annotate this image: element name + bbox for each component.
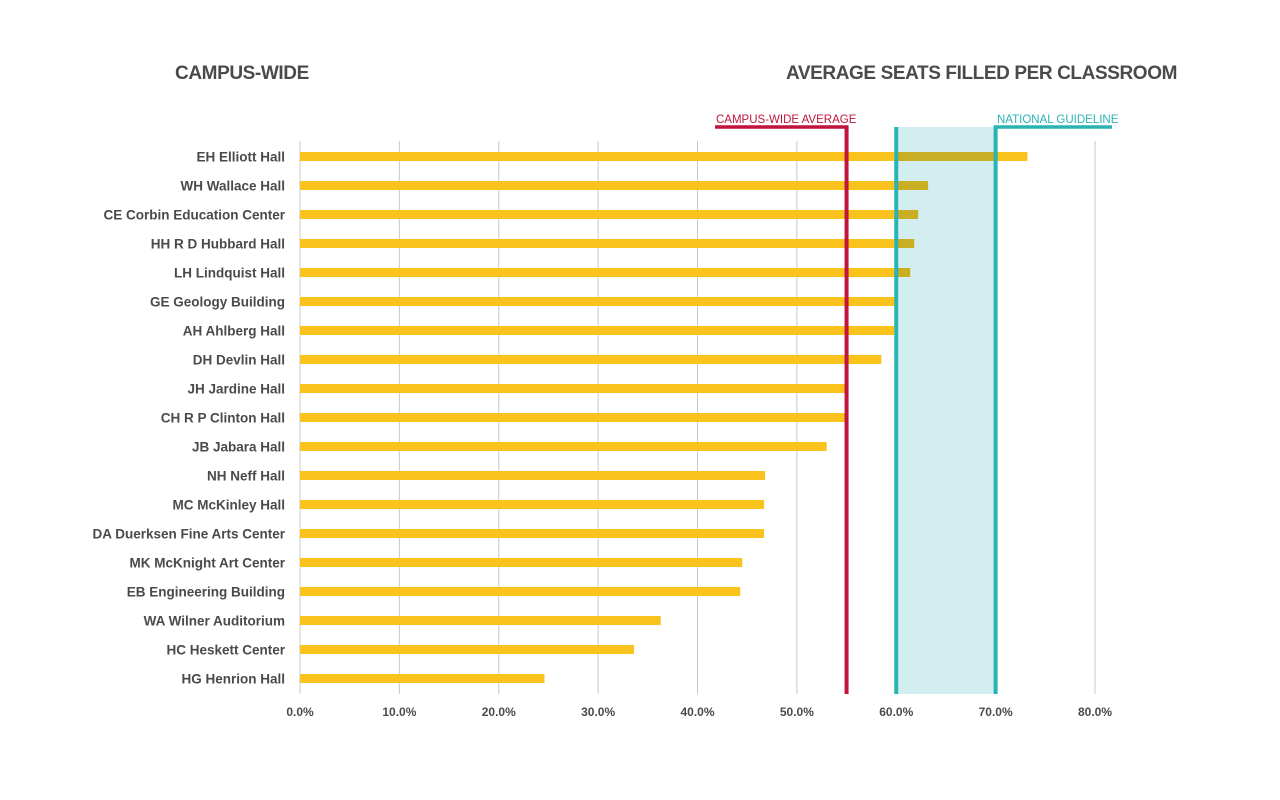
guideline-label: NATIONAL GUIDELINE — [997, 114, 1119, 126]
bar — [300, 326, 895, 335]
category-label: MK McKnight Art Center — [130, 556, 286, 571]
category-label: HH R D Hubbard Hall — [151, 237, 285, 252]
category-label: NH Neff Hall — [207, 469, 285, 484]
category-label: LH Lindquist Hall — [174, 266, 285, 281]
guideline-band-layer — [896, 127, 996, 694]
x-tick-label: 50.0% — [780, 705, 814, 719]
reference-layer: NATIONAL GUIDELINE CAMPUS-WIDE AVERAGE — [715, 114, 1119, 694]
category-label: GE Geology Building — [150, 295, 285, 310]
x-tick-label: 60.0% — [879, 705, 913, 719]
x-tick-label: 20.0% — [482, 705, 516, 719]
average-label: CAMPUS-WIDE AVERAGE — [716, 114, 857, 126]
category-label: JH Jardine Hall — [187, 382, 285, 397]
bar — [300, 674, 545, 683]
bar — [300, 210, 919, 219]
category-label: DH Devlin Hall — [193, 353, 285, 368]
x-tick-label: 0.0% — [286, 705, 314, 719]
category-label: AH Ahlberg Hall — [183, 324, 285, 339]
bar — [300, 355, 882, 364]
bar — [300, 529, 765, 538]
bar — [300, 297, 896, 306]
bar — [300, 181, 929, 190]
x-tick-label: 30.0% — [581, 705, 615, 719]
bar — [300, 587, 741, 596]
chart-title-right: AVERAGE SEATS FILLED PER CLASSROOM — [786, 63, 1177, 84]
bar-band-overlap — [896, 210, 919, 219]
category-label: WA Wilner Auditorium — [144, 614, 285, 629]
x-tick-label: 10.0% — [382, 705, 416, 719]
bar-band-overlap — [896, 152, 996, 161]
x-tick-labels: 0.0% 10.0% 20.0% 30.0% 40.0% 50.0% 60.0% 70.0% 8… — [286, 705, 1112, 719]
bar — [300, 442, 827, 451]
category-label: EB Engineering Building — [127, 585, 285, 600]
bar-layer — [300, 152, 1028, 683]
guideline-band — [896, 127, 996, 694]
bar — [300, 268, 911, 277]
bar — [300, 616, 661, 625]
bar — [300, 239, 915, 248]
bar-band-overlap — [896, 268, 911, 277]
bar-band-overlap — [896, 181, 929, 190]
bar — [300, 645, 634, 654]
bar — [300, 558, 743, 567]
category-label: WH Wallace Hall — [180, 179, 285, 194]
x-tick-label: 80.0% — [1078, 705, 1112, 719]
category-label: HG Henrion Hall — [181, 672, 285, 687]
bar-band-overlap — [896, 239, 915, 248]
category-labels: EH Elliott Hall WH Wallace Hall CE Corbin … — [92, 150, 285, 687]
bar — [300, 471, 766, 480]
bar — [300, 413, 846, 422]
category-label: DA Duerksen Fine Arts Center — [92, 527, 285, 542]
category-label: HC Heskett Center — [166, 643, 285, 658]
bar — [300, 500, 765, 509]
category-label: JB Jabara Hall — [192, 440, 285, 455]
x-tick-label: 40.0% — [680, 705, 714, 719]
category-label: CH R P Clinton Hall — [161, 411, 285, 426]
bar — [300, 384, 846, 393]
chart-title-left: CAMPUS-WIDE — [175, 63, 309, 84]
x-tick-label: 70.0% — [979, 705, 1013, 719]
bar — [300, 152, 1028, 161]
category-label: EH Elliott Hall — [196, 150, 285, 165]
category-label: MC McKinley Hall — [172, 498, 285, 513]
category-label: CE Corbin Education Center — [103, 208, 285, 223]
